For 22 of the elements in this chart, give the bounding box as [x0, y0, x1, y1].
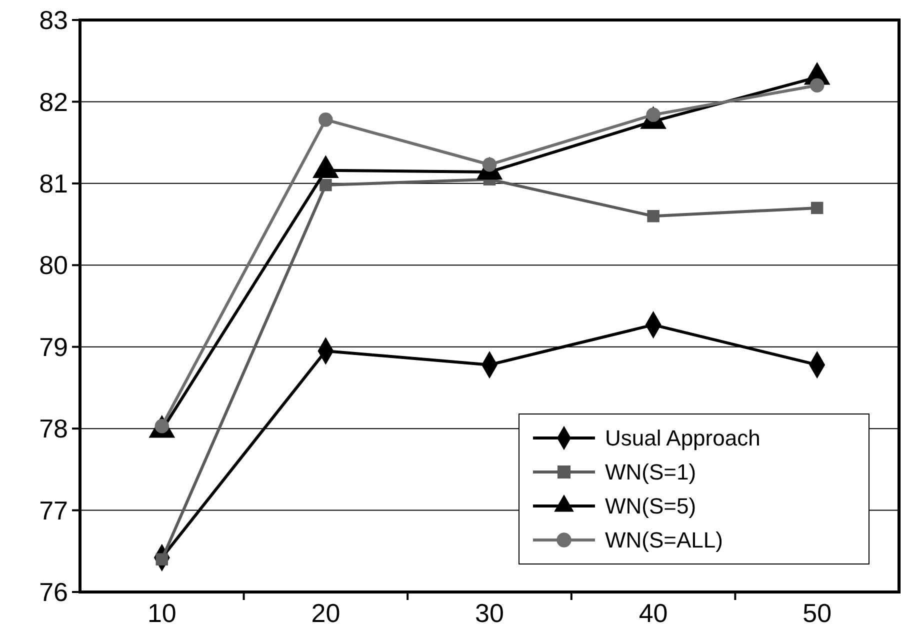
- point: [810, 202, 824, 214]
- x-tick-label: 10: [147, 598, 176, 628]
- x-tick-label: 20: [311, 598, 340, 628]
- point: [320, 178, 332, 192]
- y-tick-label: 77: [39, 495, 68, 526]
- point: [318, 112, 333, 127]
- x-tick-label: 40: [638, 598, 668, 628]
- legend-label: WN(S=ALL): [605, 528, 723, 553]
- y-tick-label: 76: [39, 577, 68, 608]
- y-tick-label: 83: [39, 5, 68, 36]
- legend-label: WN(S=5): [605, 494, 696, 519]
- y-tick-label: 82: [39, 86, 68, 117]
- x-tick-label: 30: [475, 598, 504, 628]
- legend-label: WN(S=1): [605, 460, 696, 485]
- point: [810, 78, 824, 92]
- y-tick-label: 79: [39, 332, 68, 362]
- x-tick-label: 50: [802, 598, 832, 628]
- y-tick-label: 81: [39, 168, 68, 199]
- y-tick-label: 78: [39, 414, 68, 444]
- legend-label: Usual Approach: [605, 426, 760, 451]
- y-tick-label: 80: [39, 250, 68, 280]
- point: [647, 210, 660, 222]
